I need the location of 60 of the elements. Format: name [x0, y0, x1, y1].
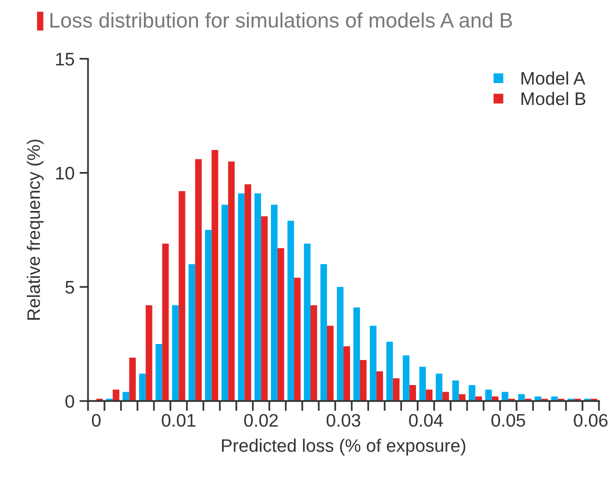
bar	[156, 344, 162, 402]
x-tick-label: 0.05	[491, 414, 526, 427]
x-tick-label: 0.06	[574, 414, 608, 427]
x-tick-label: 0.04	[409, 414, 443, 427]
bar	[436, 374, 442, 402]
bar	[320, 264, 327, 402]
bar	[419, 366, 426, 402]
bar	[178, 191, 186, 402]
x-tick-label: 0.01	[162, 414, 196, 427]
bar	[426, 390, 432, 402]
bar	[222, 204, 228, 402]
bar	[188, 264, 196, 402]
bar	[287, 220, 294, 402]
bar	[376, 371, 384, 402]
legend-label: Model B	[522, 92, 586, 106]
bar	[409, 385, 416, 402]
bar	[452, 380, 459, 402]
bar	[518, 394, 525, 402]
x-tick-label: 0.02	[244, 414, 278, 427]
bar	[129, 358, 136, 402]
bar	[304, 244, 311, 402]
bar	[370, 326, 376, 402]
bar	[238, 193, 245, 402]
bar	[353, 307, 360, 402]
bar	[261, 216, 268, 402]
bar	[278, 248, 284, 402]
bar	[228, 161, 235, 402]
bar	[244, 184, 252, 402]
y-tick-label: 15	[56, 52, 74, 66]
x-axis-title: Predicted loss (% of exposure)	[222, 438, 466, 456]
bar	[468, 385, 476, 402]
bar	[502, 392, 508, 402]
legend-label: Model A	[522, 71, 586, 85]
y-tick-label: 0	[65, 394, 74, 408]
bar	[343, 346, 350, 402]
bar	[386, 342, 393, 402]
bar	[294, 278, 301, 402]
bar	[212, 150, 218, 402]
bar	[392, 378, 400, 402]
bar	[402, 355, 410, 402]
bar	[139, 374, 146, 402]
y-tick-label: 5	[65, 281, 74, 294]
x-tick-label: 0	[92, 414, 101, 427]
bar	[195, 159, 202, 402]
chart-title: Loss distribution for simulations of models A and B	[50, 12, 512, 28]
bar	[172, 305, 179, 402]
bar	[146, 305, 152, 402]
bar	[254, 193, 262, 402]
bar	[162, 244, 169, 402]
bar	[360, 360, 367, 402]
bar	[336, 286, 344, 402]
bar	[270, 204, 278, 402]
y-tick-label: 10	[56, 166, 74, 180]
bar	[205, 230, 212, 402]
bar	[112, 390, 120, 402]
bar	[310, 305, 318, 402]
y-axis-title: Relative frequency (%)	[26, 140, 44, 320]
x-tick-label: 0.03	[326, 414, 360, 427]
bar	[485, 390, 492, 402]
bar	[326, 326, 334, 402]
